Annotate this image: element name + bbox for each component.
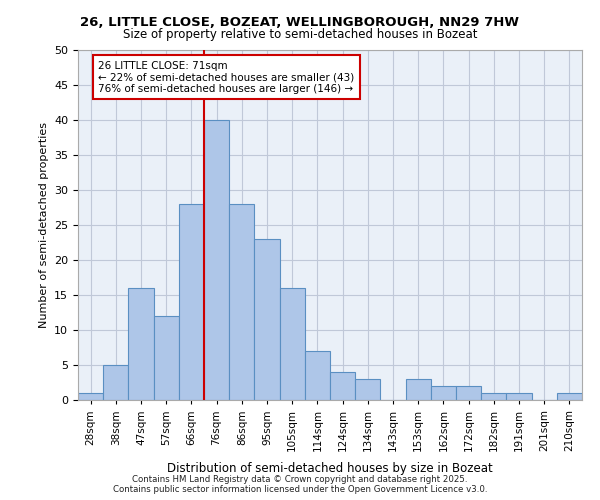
Y-axis label: Number of semi-detached properties: Number of semi-detached properties — [38, 122, 49, 328]
Bar — [103, 365, 128, 400]
Bar — [431, 386, 456, 400]
Bar — [406, 379, 431, 400]
Bar — [128, 288, 154, 400]
Bar — [280, 288, 305, 400]
Bar — [330, 372, 355, 400]
Text: Size of property relative to semi-detached houses in Bozeat: Size of property relative to semi-detach… — [123, 28, 477, 41]
Bar — [179, 204, 204, 400]
Bar — [78, 393, 103, 400]
Bar — [456, 386, 481, 400]
Bar — [557, 393, 582, 400]
Bar — [506, 393, 532, 400]
Bar — [229, 204, 254, 400]
X-axis label: Distribution of semi-detached houses by size in Bozeat: Distribution of semi-detached houses by … — [167, 462, 493, 475]
Text: 26, LITTLE CLOSE, BOZEAT, WELLINGBOROUGH, NN29 7HW: 26, LITTLE CLOSE, BOZEAT, WELLINGBOROUGH… — [80, 16, 520, 29]
Text: 26 LITTLE CLOSE: 71sqm
← 22% of semi-detached houses are smaller (43)
76% of sem: 26 LITTLE CLOSE: 71sqm ← 22% of semi-det… — [98, 60, 355, 94]
Text: Contains HM Land Registry data © Crown copyright and database right 2025.
Contai: Contains HM Land Registry data © Crown c… — [113, 474, 487, 494]
Bar — [481, 393, 506, 400]
Bar — [154, 316, 179, 400]
Bar — [254, 239, 280, 400]
Bar — [355, 379, 380, 400]
Bar — [204, 120, 229, 400]
Bar — [305, 351, 330, 400]
